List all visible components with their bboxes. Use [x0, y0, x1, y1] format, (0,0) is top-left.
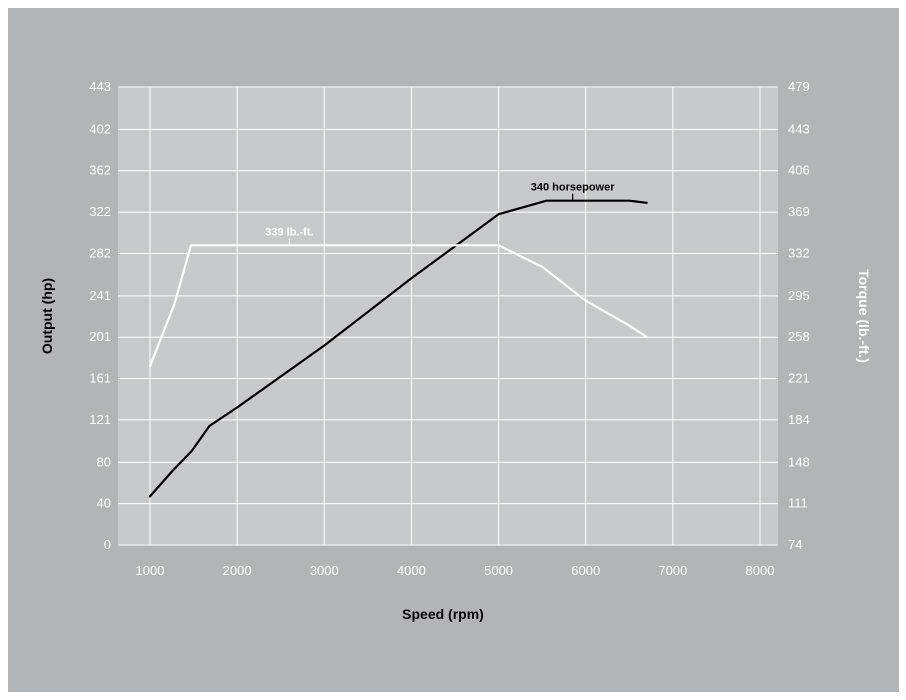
y-tick-label-right: 111 — [788, 496, 808, 511]
y-tick-label-left: 201 — [89, 329, 111, 344]
y-tick-label-right: 258 — [788, 329, 810, 344]
y-tick-label-right: 443 — [788, 121, 810, 136]
series — [148, 199, 648, 498]
y-tick-label-right: 74 — [788, 537, 802, 552]
y-tick-label-right: 369 — [788, 204, 810, 219]
grid — [118, 86, 778, 546]
y-tick-label-left: 80 — [97, 454, 111, 469]
x-tick-label: 7000 — [658, 563, 687, 578]
x-tick-label: 8000 — [746, 563, 775, 578]
y-axis-title-left: Output (hp) — [39, 278, 55, 354]
y-tick-label-left: 282 — [89, 245, 111, 260]
output-torque-chart: 0 74 40 111 80 148 121 184 161 221 201 258 241 295 282… — [39, 79, 872, 622]
y-tick-label-right: 184 — [788, 412, 810, 427]
x-tick-label: 4000 — [397, 563, 426, 578]
y-tick-label-right: 148 — [788, 454, 810, 469]
y-tick-label-left: 362 — [89, 163, 111, 178]
x-tick-label: 1000 — [136, 563, 165, 578]
y-tick-label-left: 121 — [89, 412, 111, 427]
y-tick-label-left: 443 — [89, 79, 111, 94]
y-tick-label-left: 161 — [89, 371, 111, 386]
ticks: 0 74 40 111 80 148 121 184 161 221 201 258 241 295 282… — [89, 79, 809, 578]
y-tick-label-left: 402 — [89, 121, 111, 136]
y-tick-label-left: 0 — [104, 537, 111, 552]
x-tick-label: 3000 — [310, 563, 339, 578]
y-tick-label-right: 221 — [788, 371, 810, 386]
output-line — [148, 199, 648, 498]
annotations: 339 lb.-ft. 340 horsepower — [265, 182, 615, 246]
y-tick-label-left: 322 — [89, 204, 111, 219]
torque-peak-label: 339 lb.-ft. — [265, 226, 313, 238]
y-tick-label-left: 40 — [97, 496, 111, 511]
x-axis-title: Speed (rpm) — [402, 606, 484, 622]
y-tick-label-right: 332 — [788, 245, 810, 260]
x-tick-label: 2000 — [223, 563, 252, 578]
y-tick-label-right: 479 — [788, 79, 810, 94]
y-axis-title-right: Torque (lb.-ft.) — [856, 269, 872, 363]
plot-area — [118, 87, 778, 545]
chart-frame: 0 74 40 111 80 148 121 184 161 221 201 258 241 295 282… — [8, 8, 899, 692]
x-tick-label: 5000 — [484, 563, 513, 578]
torque-line — [148, 244, 648, 368]
power-peak-label: 340 horsepower — [531, 182, 615, 194]
y-tick-label-left: 241 — [89, 288, 111, 303]
y-tick-label-right: 406 — [788, 163, 810, 178]
x-tick-label: 6000 — [571, 563, 600, 578]
y-tick-label-right: 295 — [788, 288, 810, 303]
